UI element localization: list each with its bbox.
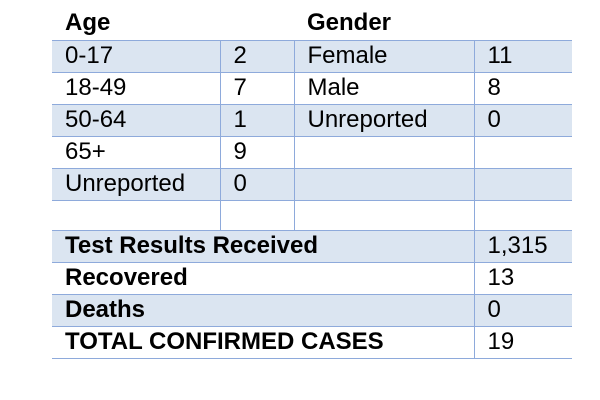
age-header: Age <box>52 6 294 40</box>
age-count: 0 <box>219 168 294 201</box>
summary-value: 19 <box>473 326 572 359</box>
case-summary-table-container: Age Gender 0-17 2 Female 11 18-49 7 Male… <box>52 6 572 359</box>
gender-label: Unreported <box>293 104 474 137</box>
summary-row-recovered: Recovered 13 <box>52 262 572 295</box>
age-count: 2 <box>219 39 294 73</box>
spacer-cell <box>473 200 572 230</box>
age-label: 18-49 <box>52 72 220 105</box>
table-row: 0-17 2 Female 11 <box>52 39 572 73</box>
spacer-cell <box>219 200 294 230</box>
summary-row-test-results: Test Results Received 1,315 <box>52 229 572 263</box>
age-label: Unreported <box>52 168 220 201</box>
gender-label: Male <box>293 72 474 105</box>
spacer-row <box>52 200 572 230</box>
header-row: Age Gender <box>52 6 572 40</box>
table-row: Unreported 0 <box>52 168 572 201</box>
spacer-cell <box>293 200 474 230</box>
summary-label: Deaths <box>52 294 474 327</box>
gender-count: 8 <box>473 72 572 105</box>
gender-label: Female <box>293 39 474 73</box>
summary-row-deaths: Deaths 0 <box>52 294 572 327</box>
table-row: 18-49 7 Male 8 <box>52 72 572 105</box>
summary-label: Test Results Received <box>52 229 474 263</box>
gender-count: 0 <box>473 104 572 137</box>
age-label: 50-64 <box>52 104 220 137</box>
summary-value: 13 <box>473 262 572 295</box>
gender-label <box>293 136 474 169</box>
summary-label: Recovered <box>52 262 474 295</box>
summary-label: TOTAL CONFIRMED CASES <box>52 326 474 359</box>
gender-header: Gender <box>294 6 572 40</box>
gender-count <box>473 136 572 169</box>
summary-value: 1,315 <box>473 229 572 263</box>
gender-label <box>293 168 474 201</box>
gender-count: 11 <box>473 39 572 73</box>
age-count: 1 <box>219 104 294 137</box>
age-label: 0-17 <box>52 39 220 73</box>
table-row: 65+ 9 <box>52 136 572 169</box>
age-label: 65+ <box>52 136 220 169</box>
summary-value: 0 <box>473 294 572 327</box>
summary-row-total-confirmed: TOTAL CONFIRMED CASES 19 <box>52 326 572 359</box>
case-summary-table: Age Gender 0-17 2 Female 11 18-49 7 Male… <box>52 6 572 359</box>
spacer-cell <box>52 200 220 230</box>
age-count: 7 <box>219 72 294 105</box>
table-row: 50-64 1 Unreported 0 <box>52 104 572 137</box>
gender-count <box>473 168 572 201</box>
age-count: 9 <box>219 136 294 169</box>
